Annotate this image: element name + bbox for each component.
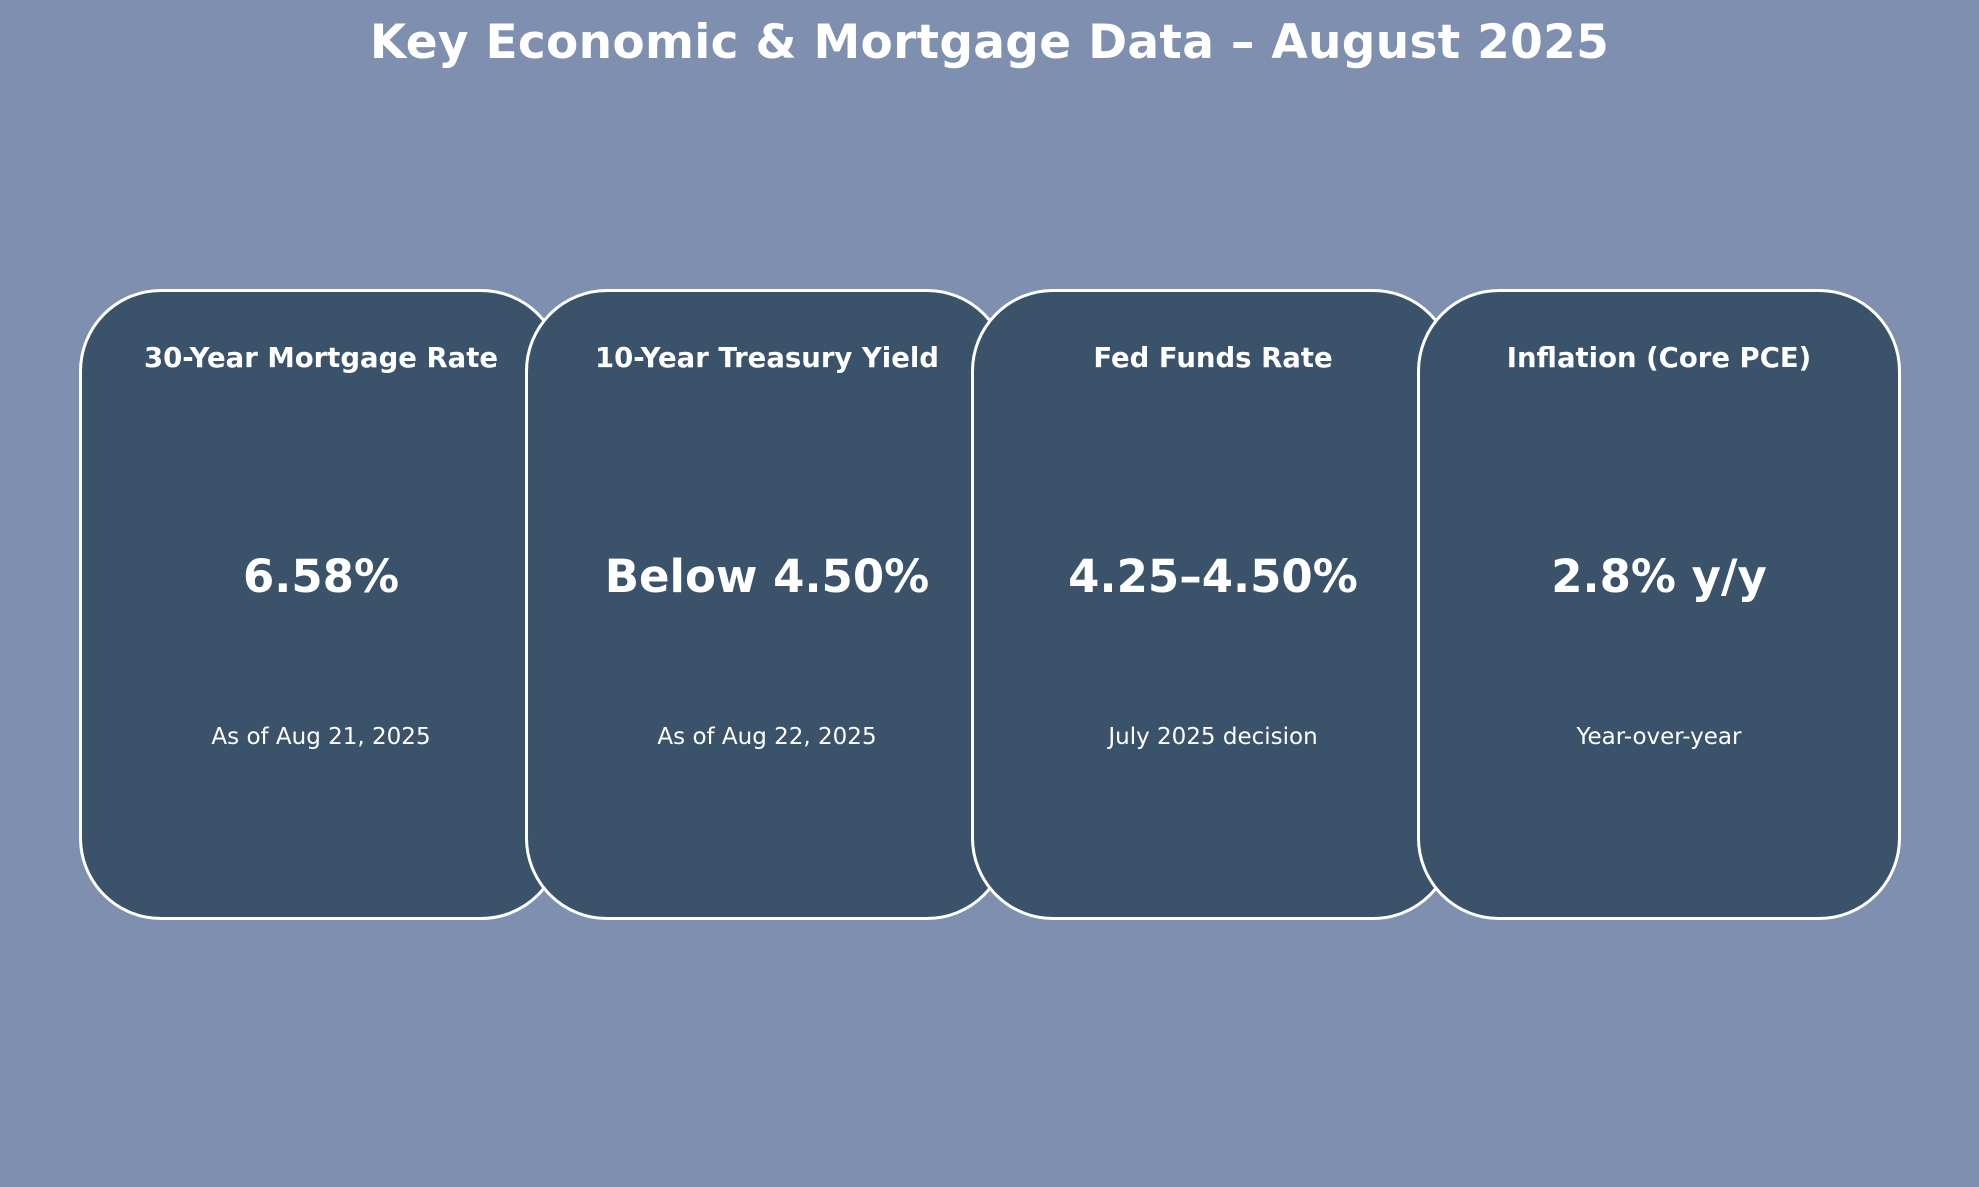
card-value: Below 4.50% (604, 550, 930, 603)
card-note: July 2025 decision (1108, 724, 1318, 750)
card-fed-funds-rate: Fed Funds Rate 4.25–4.50% July 2025 deci… (971, 289, 1455, 920)
card-label: Fed Funds Rate (1093, 342, 1333, 374)
card-label: 30-Year Mortgage Rate (143, 342, 499, 374)
card-value: 4.25–4.50% (1068, 550, 1358, 603)
card-value: 2.8% y/y (1551, 550, 1767, 603)
card-inflation-core-pce: Inflation (Core PCE) 2.8% y/y Year-over-… (1417, 289, 1901, 920)
card-label: 10-Year Treasury Yield (595, 342, 939, 374)
card-note: As of Aug 22, 2025 (657, 724, 877, 750)
page-title: Key Economic & Mortgage Data – August 20… (369, 15, 1610, 70)
card-10-year-treasury-yield: 10-Year Treasury Yield Below 4.50% As of… (525, 289, 1009, 920)
card-note: As of Aug 21, 2025 (211, 724, 431, 750)
card-label: Inflation (Core PCE) (1506, 342, 1812, 374)
card-note: Year-over-year (1576, 724, 1742, 750)
card-value: 6.58% (242, 550, 400, 603)
card-30-year-mortgage-rate: 30-Year Mortgage Rate 6.58% As of Aug 21… (79, 289, 563, 920)
